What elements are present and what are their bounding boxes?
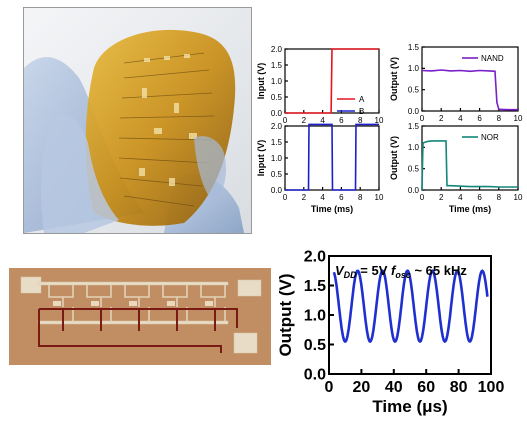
chart-input-b: 0.0 0.5 1.0 1.5 2.0 0 2 4 6 8 10 Input (V) Time (ms)	[256, 122, 384, 214]
flexible-wafer-photo	[23, 7, 252, 234]
series-line-a	[285, 48, 379, 114]
x-tick-label: 6	[339, 193, 344, 202]
x-tick-label: 0	[283, 193, 288, 202]
y-tick-label: 0.0	[271, 109, 283, 118]
x-tick-label: 2	[439, 114, 444, 123]
y-tick-label: 2.0	[304, 249, 326, 266]
series-line-oscillation	[332, 269, 489, 344]
x-tick-label: 2	[302, 193, 307, 202]
y-tick-label: 1.5	[271, 61, 283, 70]
annotation-text: VDD = 5V fosc ~ 65 kHz	[335, 263, 467, 280]
y-tick-label: 1.0	[304, 308, 326, 325]
y-tick-label: 0.5	[271, 93, 283, 102]
x-tick-label: 10	[514, 114, 523, 123]
y-tick-label: 1.0	[271, 77, 283, 86]
x-tick-label: 8	[497, 114, 502, 123]
chart-output-nor: 0.0 0.5 1.0 1.5 0 2 4 6 8 10 Output (V) Time (ms) NO…	[389, 122, 523, 214]
x-tick-label: 10	[375, 193, 384, 202]
legend-label-nor: NOR	[481, 133, 499, 142]
y-axis-label: Input (V)	[256, 63, 266, 100]
y-tick-label: 0.0	[271, 186, 283, 195]
y-tick-label: 1.0	[408, 64, 420, 73]
y-tick-label: 2.0	[271, 122, 283, 131]
y-tick-label: 1.5	[304, 278, 326, 295]
x-tick-label: 10	[375, 116, 384, 125]
x-tick-label: 60	[417, 379, 435, 396]
x-tick-label: 0	[420, 193, 425, 202]
y-tick-label: 0.5	[304, 337, 326, 354]
y-axis-label: Input (V)	[256, 140, 266, 177]
x-tick-label: 0	[325, 379, 334, 396]
plot-frame	[421, 46, 519, 112]
chart-input-a: 0.0 0.5 1.0 1.5 2.0 0 2 4 6 8 10 Input (V) AB	[256, 45, 384, 125]
x-tick-label: 10	[514, 193, 523, 202]
x-tick-label: 6	[339, 116, 344, 125]
x-tick-label: 100	[478, 379, 505, 396]
x-tick-label: 80	[450, 379, 468, 396]
y-tick-label: 1.5	[408, 43, 420, 52]
x-tick-label: 4	[458, 114, 463, 123]
y-tick-label: 0.0	[408, 107, 420, 116]
x-tick-label: 0	[283, 116, 288, 125]
series-line-nand	[421, 69, 518, 111]
plot-frame	[421, 125, 519, 191]
chart-output-nand: 0.0 0.5 1.0 1.5 0 2 4 6 8 10 Output (V) NAND	[389, 43, 523, 123]
x-tick-label: 20	[353, 379, 371, 396]
chart-ring-oscillator: 0.0 0.5 1.0 1.5 2.0 0 20 40 60 80 100 Output (V) Tim…	[276, 249, 505, 416]
x-tick-label: 8	[497, 193, 502, 202]
x-tick-label: 8	[358, 193, 363, 202]
x-tick-label: 4	[458, 193, 463, 202]
x-tick-label: 2	[439, 193, 444, 202]
y-tick-label: 2.0	[271, 45, 283, 54]
x-tick-label: 4	[320, 116, 325, 125]
y-tick-label: 1.0	[408, 143, 420, 152]
y-axis-label: Output (V)	[389, 136, 399, 180]
x-tick-label: 6	[477, 193, 482, 202]
x-tick-label: 40	[385, 379, 403, 396]
x-tick-label: 8	[358, 116, 363, 125]
x-tick-label: 2	[302, 116, 307, 125]
y-tick-label: 0.5	[408, 164, 420, 173]
x-tick-label: 0	[420, 114, 425, 123]
x-axis-label: Time (μs)	[372, 397, 447, 416]
series-line-nor	[421, 140, 518, 191]
y-axis-label: Output (V)	[276, 273, 295, 356]
legend-label-a: A	[359, 95, 365, 104]
y-tick-label: 0.0	[304, 367, 326, 384]
y-tick-label: 0.5	[271, 170, 283, 179]
legend-label-nand: NAND	[481, 54, 504, 63]
y-tick-label: 1.5	[408, 122, 420, 131]
y-tick-label: 1.0	[271, 154, 283, 163]
ring-oscillator-photo	[9, 268, 271, 365]
x-axis-label: Time (ms)	[449, 204, 491, 214]
y-tick-label: 1.5	[271, 138, 283, 147]
y-tick-label: 0.5	[408, 85, 420, 94]
legend-label-b: B	[359, 107, 364, 116]
y-tick-label: 0.0	[408, 186, 420, 195]
y-axis-label: Output (V)	[389, 57, 399, 101]
series-line-b	[285, 123, 379, 191]
x-tick-label: 6	[477, 114, 482, 123]
x-axis-label: Time (ms)	[311, 204, 353, 214]
x-tick-label: 4	[320, 193, 325, 202]
